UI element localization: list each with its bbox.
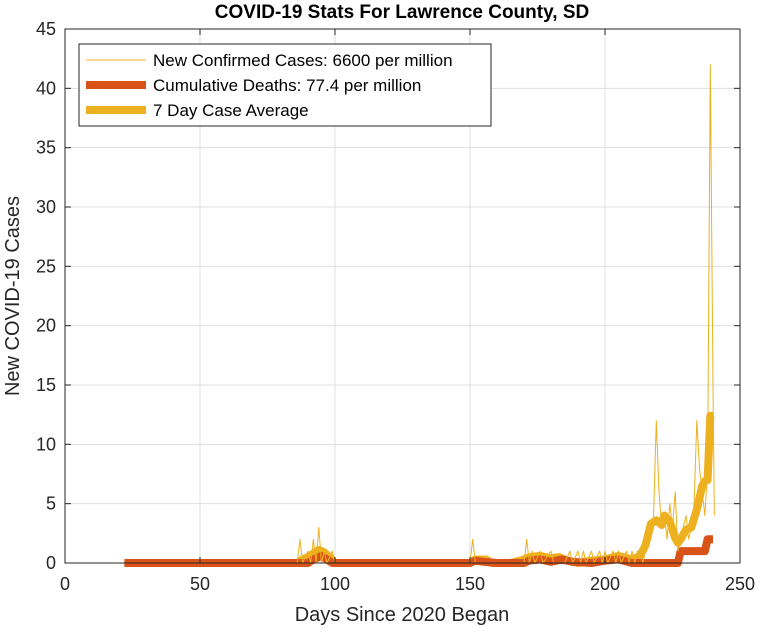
y-tick-label: 20 bbox=[36, 316, 56, 336]
y-tick-label: 0 bbox=[46, 553, 56, 573]
legend: New Confirmed Cases: 6600 per million Cum… bbox=[78, 43, 492, 127]
x-tick-label: 100 bbox=[320, 574, 350, 594]
plot-frame bbox=[64, 28, 741, 564]
chart-title: COVID-19 Stats For Lawrence County, SD bbox=[215, 2, 589, 23]
legend-box bbox=[78, 43, 492, 127]
y-tick-label: 30 bbox=[36, 197, 56, 217]
y-tick-label: 40 bbox=[36, 78, 56, 98]
legend-label-1: New Confirmed Cases: 6600 per million bbox=[153, 51, 453, 70]
y-tick-label: 45 bbox=[36, 19, 56, 39]
y-tick-label: 10 bbox=[36, 434, 56, 454]
y-tick-label: 35 bbox=[36, 138, 56, 158]
x-tick-label: 50 bbox=[190, 574, 210, 594]
y-tick-label: 5 bbox=[46, 494, 56, 514]
axis-ticks: 0 50 100 150 200 250 0 5 10 15 20 25 30 35 40 45 bbox=[36, 19, 755, 594]
x-axis-label: Days Since 2020 Began bbox=[295, 604, 510, 626]
y-tick-label: 25 bbox=[36, 256, 56, 276]
legend-label-3: 7 Day Case Average bbox=[153, 101, 309, 120]
y-tick-label: 15 bbox=[36, 375, 56, 395]
x-tick-label: 150 bbox=[455, 574, 485, 594]
x-tick-label: 0 bbox=[60, 574, 70, 594]
x-tick-label: 200 bbox=[590, 574, 620, 594]
x-tick-label: 250 bbox=[725, 574, 755, 594]
legend-label-2: Cumulative Deaths: 77.4 per million bbox=[153, 76, 421, 95]
y-axis-label: New COVID-19 Cases bbox=[2, 196, 24, 396]
